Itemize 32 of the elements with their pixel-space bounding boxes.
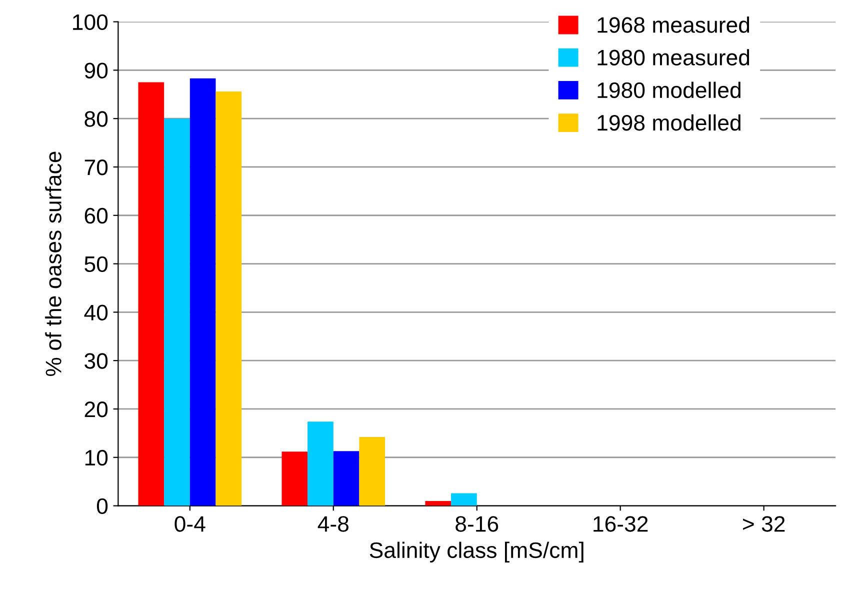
legend-label: 1998 modelled xyxy=(598,114,740,131)
y-tick-label: 0 xyxy=(96,498,108,514)
bar xyxy=(425,500,452,506)
x-tick-label: 16-32 xyxy=(594,516,648,532)
x-axis-title: Salinity class [mS/cm] xyxy=(370,542,584,562)
y-tick-label: 20 xyxy=(84,402,108,418)
y-tick-label: 50 xyxy=(84,256,108,272)
legend-label: 1980 modelled xyxy=(598,82,740,98)
bar xyxy=(451,493,477,506)
x-tick-label: > 32 xyxy=(742,516,785,532)
y-tick-label: 30 xyxy=(84,353,108,369)
bar xyxy=(308,422,334,506)
bar xyxy=(216,91,242,506)
bar xyxy=(359,437,386,506)
bar xyxy=(164,118,190,506)
legend-label: 1980 measured xyxy=(598,49,750,66)
y-tick-label: 100 xyxy=(73,14,108,30)
bar xyxy=(138,82,164,506)
y-tick-label: 90 xyxy=(84,62,108,78)
legend-label: 1968 measured xyxy=(598,16,750,33)
bar xyxy=(190,78,216,506)
bar xyxy=(282,452,308,506)
y-tick-label: 80 xyxy=(84,111,108,127)
y-tick-label: 40 xyxy=(84,304,108,320)
bar xyxy=(333,451,360,506)
y-tick-label: 10 xyxy=(85,450,108,466)
x-tick-label: 0-4 xyxy=(174,516,206,532)
y-axis-title: % of the oases surface xyxy=(45,152,62,376)
y-tick-label: 60 xyxy=(84,208,108,224)
x-tick-label: 8-16 xyxy=(456,516,498,532)
x-tick-label: 4-8 xyxy=(318,516,348,532)
y-tick-label: 70 xyxy=(84,160,108,176)
